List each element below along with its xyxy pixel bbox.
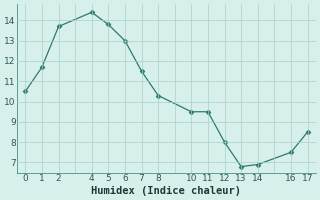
X-axis label: Humidex (Indice chaleur): Humidex (Indice chaleur) <box>92 186 242 196</box>
